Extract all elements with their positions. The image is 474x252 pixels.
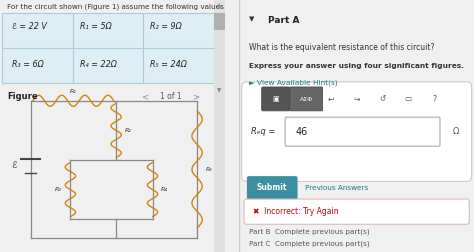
- FancyBboxPatch shape: [290, 87, 323, 111]
- Text: Part A: Part A: [267, 16, 299, 25]
- Text: R₅ = 24Ω: R₅ = 24Ω: [150, 60, 187, 69]
- Text: R₅: R₅: [205, 167, 212, 172]
- Text: Previous Answers: Previous Answers: [305, 185, 368, 191]
- Text: R₄: R₄: [161, 187, 168, 192]
- Text: >: >: [192, 92, 200, 101]
- Text: What is the equivalent resistance of this circuit?: What is the equivalent resistance of thi…: [249, 43, 434, 52]
- FancyBboxPatch shape: [247, 176, 298, 200]
- Text: 1 of 1: 1 of 1: [160, 92, 181, 101]
- Text: ▲: ▲: [217, 3, 221, 8]
- Text: R₂ = 9Ω: R₂ = 9Ω: [150, 22, 182, 31]
- Text: R₂: R₂: [125, 128, 131, 133]
- Text: Rₑq =: Rₑq =: [251, 127, 275, 136]
- FancyBboxPatch shape: [2, 13, 213, 83]
- Text: 46: 46: [296, 127, 308, 137]
- Text: ↩: ↩: [328, 94, 334, 104]
- FancyBboxPatch shape: [262, 87, 290, 111]
- Text: ▼: ▼: [217, 88, 221, 93]
- FancyBboxPatch shape: [242, 82, 472, 181]
- Text: R₄ = 22Ω: R₄ = 22Ω: [80, 60, 117, 69]
- Text: R₃ = 6Ω: R₃ = 6Ω: [12, 60, 44, 69]
- Text: ✖  Incorrect: Try Again: ✖ Incorrect: Try Again: [254, 207, 339, 216]
- Text: ℰ: ℰ: [11, 161, 17, 170]
- Text: For the circuit shown (Figure 1) assume the following values: For the circuit shown (Figure 1) assume …: [7, 4, 224, 10]
- Bar: [213, 0, 225, 252]
- FancyBboxPatch shape: [244, 199, 469, 224]
- Text: R₃: R₃: [55, 187, 62, 192]
- Text: Submit: Submit: [257, 183, 287, 193]
- Text: ▭: ▭: [405, 94, 412, 104]
- Text: ↺: ↺: [379, 94, 386, 104]
- Text: Express your answer using four significant figures.: Express your answer using four significa…: [249, 63, 464, 69]
- Text: <: <: [141, 92, 148, 101]
- Text: Ω: Ω: [453, 127, 459, 136]
- Text: R₁: R₁: [70, 89, 77, 94]
- Text: ▣: ▣: [273, 96, 279, 102]
- Text: ΑΣΦ: ΑΣΦ: [300, 97, 313, 102]
- Text: Part C  Complete previous part(s): Part C Complete previous part(s): [249, 241, 369, 247]
- Bar: [213, 13, 225, 30]
- Text: R₁ = 5Ω: R₁ = 5Ω: [80, 22, 111, 31]
- Text: Figure: Figure: [7, 92, 37, 101]
- Text: ℰ = 22 V: ℰ = 22 V: [12, 22, 46, 31]
- FancyBboxPatch shape: [285, 117, 440, 146]
- Text: ► View Available Hint(s): ► View Available Hint(s): [249, 79, 337, 86]
- Text: ↪: ↪: [354, 94, 360, 104]
- Text: ▼: ▼: [249, 16, 254, 22]
- Text: Part B  Complete previous part(s): Part B Complete previous part(s): [249, 228, 369, 235]
- Text: ?: ?: [432, 94, 436, 104]
